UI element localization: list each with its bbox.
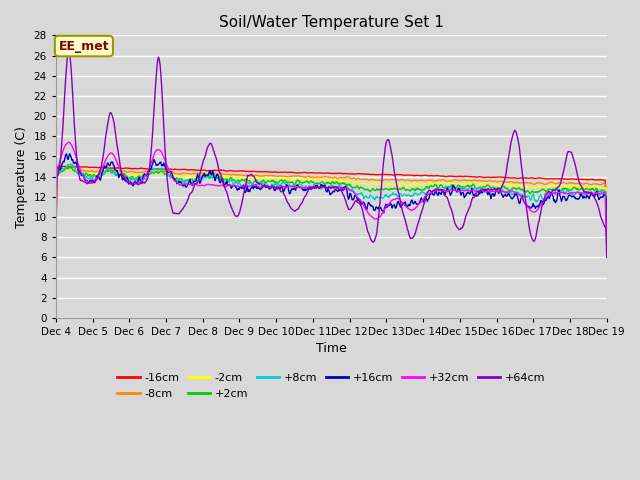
Line: +64cm: +64cm — [56, 49, 607, 257]
Title: Soil/Water Temperature Set 1: Soil/Water Temperature Set 1 — [219, 15, 444, 30]
-2cm — [399, 181, 407, 187]
Line: -16cm: -16cm — [56, 167, 607, 235]
-8cm — [175, 171, 183, 177]
+8cm — [603, 231, 611, 237]
+64cm — [415, 218, 423, 224]
+16cm — [52, 218, 60, 224]
+8cm — [204, 174, 212, 180]
+32cm — [62, 142, 70, 147]
-2cm — [204, 173, 212, 179]
+64cm — [120, 174, 127, 180]
-16cm — [399, 172, 407, 178]
Line: +8cm: +8cm — [56, 164, 607, 234]
+32cm — [415, 201, 423, 207]
+16cm — [603, 235, 611, 240]
+16cm — [120, 175, 127, 181]
-8cm — [52, 241, 60, 247]
+32cm — [52, 227, 60, 232]
Line: +32cm: +32cm — [56, 142, 607, 243]
+2cm — [52, 218, 60, 224]
+32cm — [399, 201, 407, 206]
+16cm — [62, 152, 70, 157]
+8cm — [415, 191, 423, 197]
-2cm — [603, 228, 611, 234]
+16cm — [175, 178, 183, 184]
-16cm — [52, 224, 60, 230]
-8cm — [603, 216, 611, 221]
+64cm — [204, 143, 212, 149]
+32cm — [175, 181, 183, 187]
-2cm — [65, 166, 73, 172]
-8cm — [415, 178, 423, 183]
+32cm — [120, 172, 127, 178]
-8cm — [63, 166, 70, 171]
-8cm — [58, 166, 65, 171]
-2cm — [120, 172, 127, 178]
-2cm — [62, 168, 70, 173]
-16cm — [120, 166, 127, 171]
+16cm — [399, 200, 407, 206]
-8cm — [120, 168, 127, 174]
+32cm — [603, 240, 611, 246]
+2cm — [62, 165, 70, 170]
+16cm — [204, 172, 212, 178]
-8cm — [204, 171, 212, 177]
-2cm — [415, 182, 423, 188]
+32cm — [204, 181, 212, 187]
+16cm — [415, 201, 423, 206]
+64cm — [52, 223, 60, 228]
+2cm — [204, 174, 212, 180]
-16cm — [415, 173, 423, 179]
Legend: -16cm, -8cm, -2cm, +2cm, +8cm, +16cm, +32cm, +64cm: -16cm, -8cm, -2cm, +2cm, +8cm, +16cm, +3… — [113, 369, 550, 403]
+2cm — [399, 184, 407, 190]
+2cm — [120, 171, 127, 177]
Y-axis label: Temperature (C): Temperature (C) — [15, 126, 28, 228]
+8cm — [399, 193, 407, 199]
-2cm — [175, 174, 183, 180]
+8cm — [120, 173, 127, 179]
+2cm — [415, 186, 423, 192]
-8cm — [399, 177, 407, 182]
+32cm — [65, 139, 73, 145]
+8cm — [62, 165, 70, 170]
+2cm — [67, 163, 74, 169]
+64cm — [399, 210, 407, 216]
+2cm — [175, 176, 183, 182]
+64cm — [62, 73, 70, 79]
+64cm — [603, 254, 611, 260]
-16cm — [63, 164, 70, 169]
-16cm — [175, 167, 183, 172]
Line: -2cm: -2cm — [56, 169, 607, 231]
Line: +2cm: +2cm — [56, 166, 607, 234]
-2cm — [52, 217, 60, 223]
+8cm — [52, 220, 60, 226]
-16cm — [603, 232, 611, 238]
Text: EE_met: EE_met — [59, 39, 109, 53]
Line: -8cm: -8cm — [56, 168, 607, 244]
+2cm — [603, 231, 611, 237]
X-axis label: Time: Time — [316, 342, 347, 356]
+64cm — [175, 211, 183, 216]
+8cm — [67, 161, 74, 167]
+8cm — [175, 177, 183, 182]
+16cm — [66, 151, 74, 156]
+64cm — [65, 47, 73, 52]
-16cm — [58, 164, 66, 169]
-16cm — [204, 168, 212, 174]
Line: +16cm: +16cm — [56, 154, 607, 238]
